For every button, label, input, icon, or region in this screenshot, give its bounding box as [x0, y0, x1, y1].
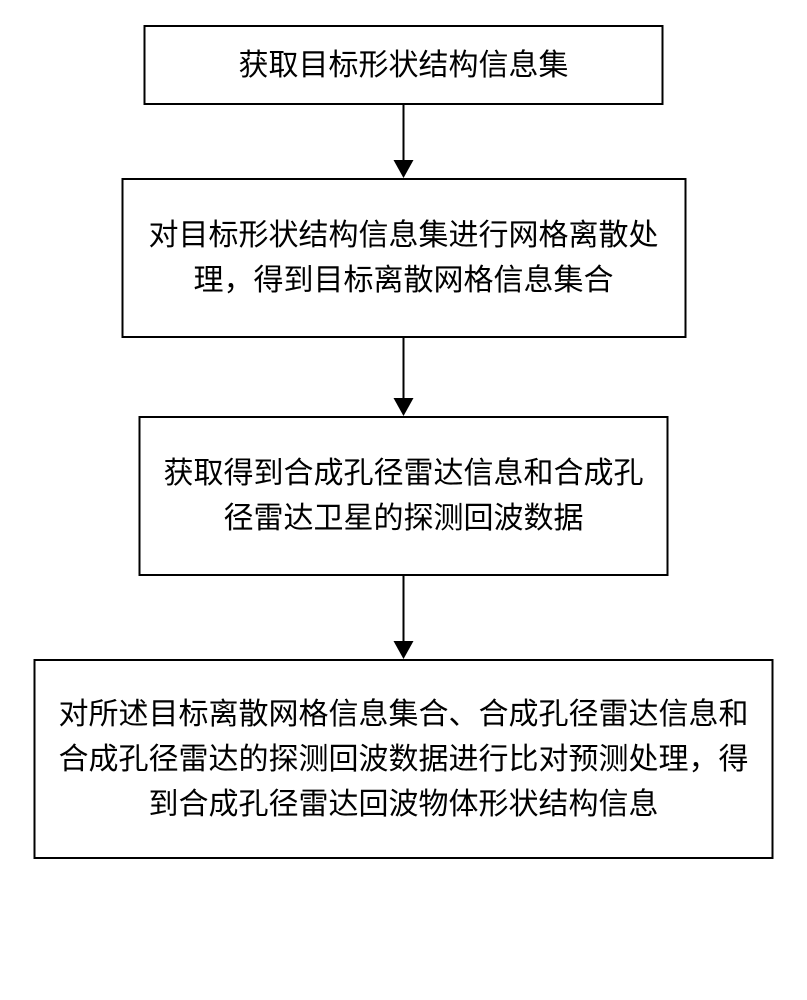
- flowchart-node-3: 获取得到合成孔径雷达信息和合成孔径雷达卫星的探测回波数据: [139, 416, 669, 576]
- arrow-head-icon: [394, 398, 414, 416]
- flowchart-container: 获取目标形状结构信息集 对目标形状结构信息集进行网格离散处理，得到目标离散网格信…: [0, 0, 807, 859]
- flowchart-arrow-2: [394, 338, 414, 416]
- node-3-text: 获取得到合成孔径雷达信息和合成孔径雷达卫星的探测回波数据: [161, 451, 647, 541]
- arrow-line: [403, 576, 405, 641]
- arrow-head-icon: [394, 160, 414, 178]
- node-1-text: 获取目标形状结构信息集: [239, 43, 569, 88]
- flowchart-node-4: 对所述目标离散网格信息集合、合成孔径雷达信息和合成孔径雷达的探测回波数据进行比对…: [34, 659, 774, 859]
- arrow-head-icon: [394, 641, 414, 659]
- node-4-text: 对所述目标离散网格信息集合、合成孔径雷达信息和合成孔径雷达的探测回波数据进行比对…: [56, 692, 752, 827]
- arrow-line: [403, 338, 405, 398]
- flowchart-node-1: 获取目标形状结构信息集: [144, 25, 664, 105]
- flowchart-arrow-3: [394, 576, 414, 659]
- arrow-line: [403, 105, 405, 160]
- node-2-text: 对目标形状结构信息集进行网格离散处理，得到目标离散网格信息集合: [143, 213, 664, 303]
- flowchart-arrow-1: [394, 105, 414, 178]
- flowchart-node-2: 对目标形状结构信息集进行网格离散处理，得到目标离散网格信息集合: [121, 178, 686, 338]
